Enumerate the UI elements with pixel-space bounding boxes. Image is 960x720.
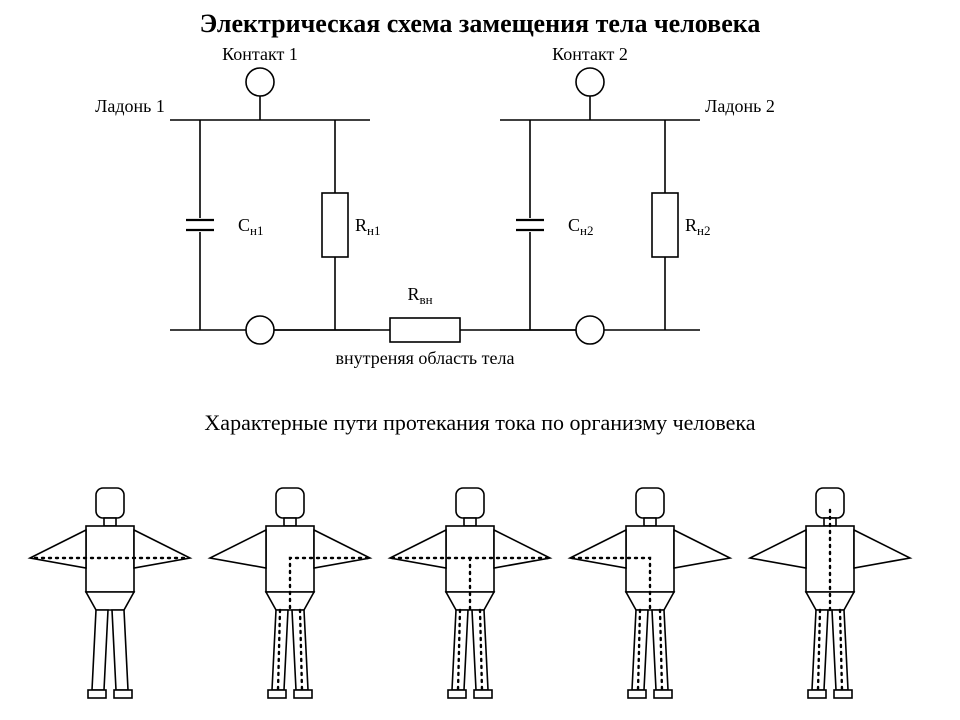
label-Rn2: Rн2 (685, 215, 710, 238)
resistor-right (652, 193, 678, 257)
resistor-left (322, 193, 348, 257)
node-right (576, 316, 604, 344)
human-figure-5 (750, 488, 910, 698)
label-Cn1: Cн1 (238, 215, 263, 238)
label-contact-2: Контакт 2 (552, 44, 628, 64)
human-figure-1 (30, 488, 190, 698)
label-palm-2: Ладонь 2 (705, 96, 775, 116)
label-contact-1: Контакт 1 (222, 44, 298, 64)
resistor-rvn (390, 318, 460, 342)
human-figure-4 (570, 488, 730, 698)
terminal-right-top (576, 68, 604, 96)
label-inner-body: внутреняя область тела (336, 348, 515, 368)
human-figure-2 (210, 488, 370, 698)
node-left (246, 316, 274, 344)
label-palm-1: Ладонь 1 (95, 96, 165, 116)
label-rvn: Rвн (407, 284, 432, 307)
human-figure-3 (390, 488, 550, 698)
label-Rn1: Rн1 (355, 215, 380, 238)
page-title: Электрическая схема замещения тела челов… (200, 9, 761, 38)
subtitle: Характерные пути протекания тока по орга… (204, 410, 755, 435)
label-Cn2: Cн2 (568, 215, 593, 238)
terminal-left-top (246, 68, 274, 96)
